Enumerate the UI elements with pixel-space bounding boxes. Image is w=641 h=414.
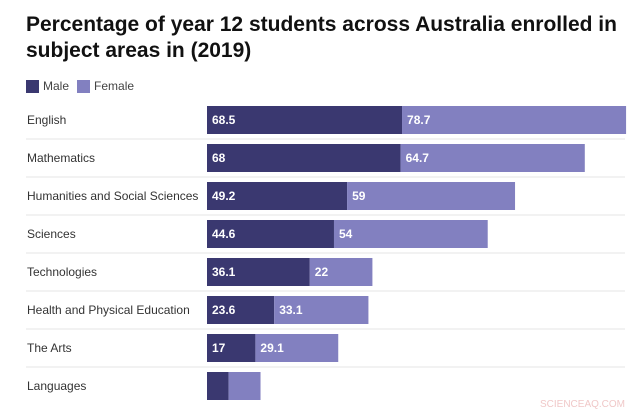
bar-male [207, 334, 256, 362]
category-label: Technologies [27, 265, 97, 279]
data-label: 17 [212, 341, 226, 355]
bar-female [255, 334, 339, 362]
legend-swatch-female [77, 79, 91, 93]
category-label: English [27, 113, 66, 127]
data-label: 22 [315, 265, 329, 279]
bar-female [228, 372, 261, 400]
category-label: Health and Physical Education [27, 303, 190, 317]
data-label: 59 [352, 189, 366, 203]
chart-title: Percentage of year 12 students across Au… [26, 13, 617, 62]
legend-label-female: Female [94, 79, 135, 93]
category-label: Sciences [27, 227, 76, 241]
bar-male [207, 296, 275, 324]
data-label: 68 [212, 151, 226, 165]
legend-label-male: Male [43, 79, 70, 93]
bar-female [400, 144, 585, 172]
data-label: 23.6 [212, 303, 236, 317]
bar-male [207, 220, 334, 248]
data-label: 44.6 [212, 227, 236, 241]
watermark: SCIENCEAQ.COM [539, 399, 625, 410]
bar-male [207, 106, 403, 134]
legend-swatch-male [26, 79, 39, 93]
bar-female [402, 106, 627, 134]
bar-female [274, 296, 369, 324]
data-label: 68.5 [212, 113, 236, 127]
category-label: Humanities and Social Sciences [27, 189, 198, 203]
legend: Male Female [26, 79, 142, 93]
bar-female [333, 220, 488, 248]
bar-male [207, 372, 229, 400]
bar-female [347, 182, 516, 210]
data-label: 29.1 [260, 341, 284, 355]
data-label: 54 [339, 227, 353, 241]
bar-male [207, 258, 310, 286]
data-label: 36.1 [212, 265, 236, 279]
category-label: Mathematics [27, 151, 95, 165]
data-label: 33.1 [279, 303, 303, 317]
bar-male [207, 182, 348, 210]
data-label: 64.7 [406, 151, 430, 165]
category-label: The Arts [27, 341, 72, 355]
data-label: 49.2 [212, 189, 236, 203]
category-label: Languages [27, 379, 86, 393]
bar-male [207, 144, 401, 172]
bar-female [309, 258, 373, 286]
data-label: 78.7 [407, 113, 431, 127]
